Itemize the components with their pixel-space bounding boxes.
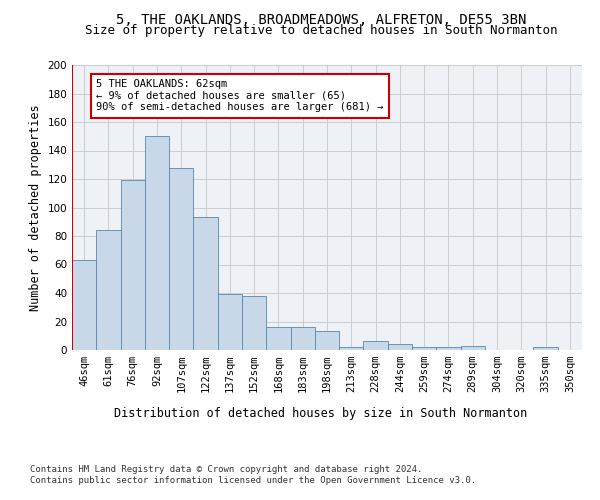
Text: 5, THE OAKLANDS, BROADMEADOWS, ALFRETON, DE55 3BN: 5, THE OAKLANDS, BROADMEADOWS, ALFRETON,… bbox=[116, 12, 526, 26]
Bar bbox=[412, 347, 436, 350]
Text: Contains public sector information licensed under the Open Government Licence v3: Contains public sector information licen… bbox=[30, 476, 476, 485]
Bar bbox=[533, 347, 558, 350]
Bar bbox=[364, 342, 388, 350]
Bar bbox=[193, 218, 218, 350]
Bar bbox=[339, 347, 364, 350]
Bar bbox=[461, 346, 485, 350]
Bar bbox=[242, 296, 266, 350]
Bar bbox=[315, 332, 339, 350]
Text: Contains HM Land Registry data © Crown copyright and database right 2024.: Contains HM Land Registry data © Crown c… bbox=[30, 465, 422, 474]
Bar bbox=[218, 294, 242, 350]
Bar bbox=[436, 347, 461, 350]
Bar bbox=[290, 327, 315, 350]
Bar bbox=[72, 260, 96, 350]
Text: 5 THE OAKLANDS: 62sqm
← 9% of detached houses are smaller (65)
90% of semi-detac: 5 THE OAKLANDS: 62sqm ← 9% of detached h… bbox=[96, 79, 384, 112]
Bar bbox=[169, 168, 193, 350]
Bar bbox=[388, 344, 412, 350]
Bar bbox=[266, 327, 290, 350]
Bar bbox=[121, 180, 145, 350]
Y-axis label: Number of detached properties: Number of detached properties bbox=[29, 104, 42, 311]
Bar bbox=[96, 230, 121, 350]
Text: Distribution of detached houses by size in South Normanton: Distribution of detached houses by size … bbox=[115, 408, 527, 420]
Text: Size of property relative to detached houses in South Normanton: Size of property relative to detached ho… bbox=[85, 24, 557, 37]
Bar bbox=[145, 136, 169, 350]
